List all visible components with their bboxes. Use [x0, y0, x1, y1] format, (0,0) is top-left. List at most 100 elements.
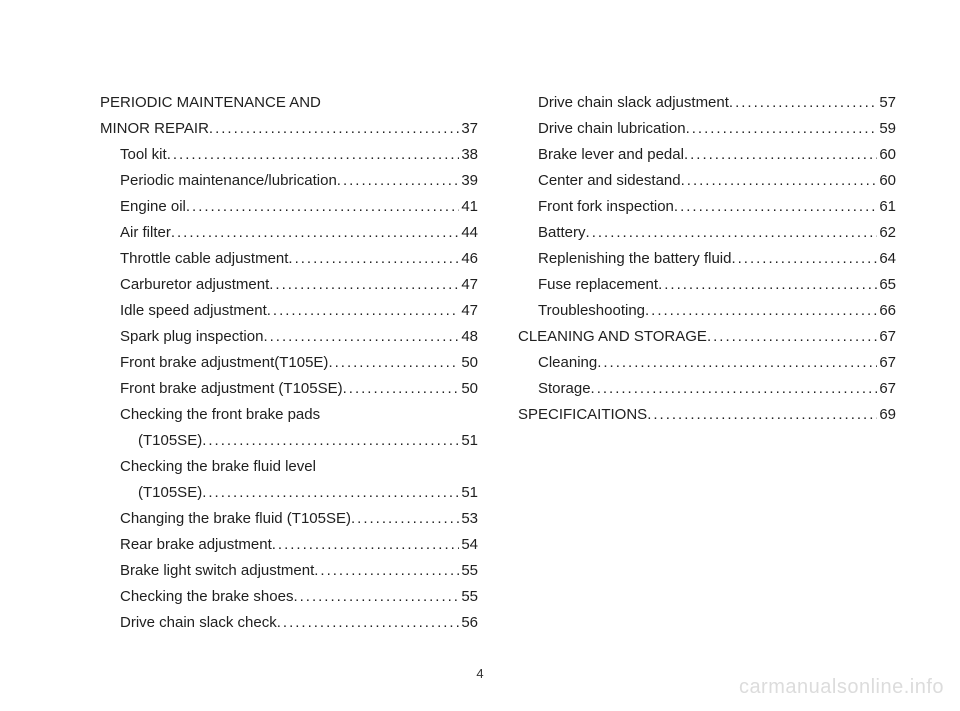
toc-entry: Cleaning................................…: [518, 350, 896, 376]
toc-entry-label: Front fork inspection: [538, 194, 674, 220]
toc-leader-dots: ........................................…: [731, 246, 877, 272]
toc-entry-label: Drive chain slack check: [120, 610, 277, 636]
toc-leader-dots: ........................................…: [674, 194, 877, 220]
toc-entry-page: 67: [877, 350, 896, 376]
toc-entry-label: PERIODIC MAINTENANCE AND: [100, 90, 478, 116]
toc-entry: Drive chain slack check.................…: [100, 610, 478, 636]
toc-entry-page: 50: [459, 350, 478, 376]
toc-column-left: PERIODIC MAINTENANCE ANDMINOR REPAIR....…: [100, 90, 478, 636]
toc-entry-page: 64: [877, 246, 896, 272]
toc-entry-label: Checking the brake shoes: [120, 584, 293, 610]
toc-leader-dots: ........................................…: [328, 350, 459, 376]
toc-entry-label: Periodic maintenance/lubrication: [120, 168, 337, 194]
toc-entry: Battery.................................…: [518, 220, 896, 246]
toc-entry-page: 62: [877, 220, 896, 246]
toc-entry-label: Troubleshooting: [538, 298, 645, 324]
toc-entry-page: 57: [877, 90, 896, 116]
toc-entry-page: 50: [459, 376, 478, 402]
toc-page: PERIODIC MAINTENANCE ANDMINOR REPAIR....…: [0, 0, 960, 711]
toc-entry: (T105SE)................................…: [100, 428, 478, 454]
toc-leader-dots: ........................................…: [186, 194, 459, 220]
toc-leader-dots: ........................................…: [647, 402, 877, 428]
toc-entry-label: Center and sidestand: [538, 168, 681, 194]
toc-entry-label: Brake lever and pedal: [538, 142, 684, 168]
toc-entry-label: Storage: [538, 376, 591, 402]
toc-entry-label: Replenishing the battery fluid: [538, 246, 731, 272]
toc-entry-label: MINOR REPAIR: [100, 116, 209, 142]
toc-entry: Idle speed adjustment...................…: [100, 298, 478, 324]
toc-entry-label: Engine oil: [120, 194, 186, 220]
toc-entry: Checking the brake fluid level: [100, 454, 478, 480]
toc-entry-page: 53: [459, 506, 478, 532]
toc-leader-dots: ........................................…: [272, 532, 460, 558]
toc-entry: Periodic maintenance/lubrication........…: [100, 168, 478, 194]
toc-entry-page: 55: [459, 558, 478, 584]
toc-entry-page: 48: [459, 324, 478, 350]
toc-entry-label: Air filter: [120, 220, 171, 246]
toc-entry: CLEANING AND STORAGE....................…: [518, 324, 896, 350]
toc-leader-dots: ........................................…: [343, 376, 460, 402]
toc-entry-label: Drive chain slack adjustment: [538, 90, 729, 116]
toc-leader-dots: ........................................…: [209, 116, 459, 142]
toc-leader-dots: ........................................…: [597, 350, 877, 376]
toc-entry: Air filter..............................…: [100, 220, 478, 246]
toc-leader-dots: ........................................…: [658, 272, 877, 298]
toc-entry-page: 65: [877, 272, 896, 298]
toc-entry-label: Checking the front brake pads: [120, 402, 478, 428]
toc-entry-label: (T105SE): [138, 480, 202, 506]
toc-entry-label: Front brake adjustment(T105E): [120, 350, 328, 376]
toc-leader-dots: ........................................…: [171, 220, 459, 246]
toc-entry-label: Brake light switch adjustment: [120, 558, 314, 584]
toc-entry-label: Drive chain lubrication: [538, 116, 686, 142]
toc-entry-page: 51: [459, 480, 478, 506]
toc-entry-label: Front brake adjustment (T105SE): [120, 376, 343, 402]
toc-entry-page: 67: [877, 376, 896, 402]
toc-entry-page: 69: [877, 402, 896, 428]
toc-entry: Fuse replacement........................…: [518, 272, 896, 298]
toc-entry: Throttle cable adjustment...............…: [100, 246, 478, 272]
toc-entry-label: Idle speed adjustment: [120, 298, 267, 324]
toc-entry-label: Checking the brake fluid level: [120, 454, 478, 480]
toc-entry-label: Fuse replacement: [538, 272, 658, 298]
toc-leader-dots: ........................................…: [337, 168, 460, 194]
toc-leader-dots: ........................................…: [288, 246, 459, 272]
toc-entry-label: (T105SE): [138, 428, 202, 454]
toc-entry-label: SPECIFICAITIONS: [518, 402, 647, 428]
toc-entry: Front brake adjustment(T105E)...........…: [100, 350, 478, 376]
toc-entry-page: 46: [459, 246, 478, 272]
toc-leader-dots: ........................................…: [202, 480, 459, 506]
toc-entry: Engine oil..............................…: [100, 194, 478, 220]
toc-entry-page: 60: [877, 142, 896, 168]
toc-entry: Brake lever and pedal...................…: [518, 142, 896, 168]
toc-leader-dots: ........................................…: [351, 506, 459, 532]
toc-entry-page: 44: [459, 220, 478, 246]
toc-entry: PERIODIC MAINTENANCE AND: [100, 90, 478, 116]
toc-entry-page: 59: [877, 116, 896, 142]
toc-leader-dots: ........................................…: [202, 428, 459, 454]
toc-entry-page: 55: [459, 584, 478, 610]
toc-entry-page: 54: [459, 532, 478, 558]
toc-column-right: Drive chain slack adjustment............…: [518, 90, 896, 636]
toc-entry-page: 38: [459, 142, 478, 168]
toc-entry: Front brake adjustment (T105SE).........…: [100, 376, 478, 402]
toc-leader-dots: ........................................…: [167, 142, 460, 168]
toc-entry-label: Tool kit: [120, 142, 167, 168]
toc-columns: PERIODIC MAINTENANCE ANDMINOR REPAIR....…: [100, 90, 892, 636]
toc-leader-dots: ........................................…: [591, 376, 878, 402]
toc-entry-page: 47: [459, 272, 478, 298]
toc-entry: Center and sidestand....................…: [518, 168, 896, 194]
toc-entry-page: 41: [459, 194, 478, 220]
toc-entry: SPECIFICAITIONS.........................…: [518, 402, 896, 428]
toc-entry: Drive chain lubrication.................…: [518, 116, 896, 142]
toc-leader-dots: ........................................…: [707, 324, 877, 350]
toc-leader-dots: ........................................…: [277, 610, 460, 636]
toc-entry: Brake light switch adjustment...........…: [100, 558, 478, 584]
toc-entry-page: 51: [459, 428, 478, 454]
toc-entry: Spark plug inspection...................…: [100, 324, 478, 350]
toc-entry: Storage.................................…: [518, 376, 896, 402]
toc-entry-label: Rear brake adjustment: [120, 532, 272, 558]
toc-entry: Changing the brake fluid (T105SE).......…: [100, 506, 478, 532]
toc-entry: Carburetor adjustment...................…: [100, 272, 478, 298]
toc-entry: Front fork inspection...................…: [518, 194, 896, 220]
toc-entry: MINOR REPAIR............................…: [100, 116, 478, 142]
